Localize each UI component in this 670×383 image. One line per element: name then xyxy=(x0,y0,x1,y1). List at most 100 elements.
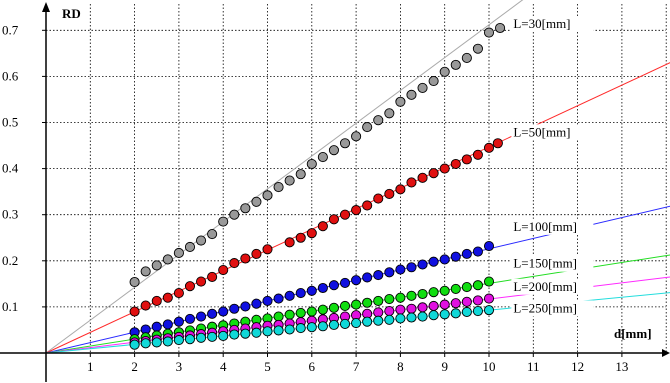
data-point xyxy=(384,188,395,200)
data-point xyxy=(262,295,273,306)
data-point xyxy=(306,158,317,170)
data-point xyxy=(173,316,184,327)
data-point xyxy=(461,248,472,259)
data-point xyxy=(295,288,306,299)
data-point xyxy=(428,287,439,298)
data-point xyxy=(162,319,173,330)
data-point xyxy=(240,203,251,214)
x-axis-arrow xyxy=(662,349,670,357)
y-tick-label: 0.5 xyxy=(2,115,18,130)
x-tick-label: 2 xyxy=(131,359,138,374)
data-point xyxy=(218,264,229,276)
data-point xyxy=(483,276,495,287)
data-point xyxy=(218,216,229,227)
data-point xyxy=(162,254,173,265)
data-point xyxy=(306,322,317,333)
data-point xyxy=(339,277,351,288)
series-label: L=50[mm] xyxy=(513,124,570,139)
data-point xyxy=(417,288,428,300)
data-point xyxy=(284,237,295,248)
x-tick-label: 7 xyxy=(353,359,360,374)
series-label-bg xyxy=(511,15,594,32)
data-point xyxy=(184,334,196,345)
y-tick-label: 0.3 xyxy=(2,207,18,222)
fit-line xyxy=(45,0,524,354)
data-point xyxy=(140,338,151,349)
data-point xyxy=(306,228,317,239)
x-tick-label: 11 xyxy=(527,359,540,374)
data-point xyxy=(417,311,428,322)
data-point xyxy=(439,163,450,174)
data-point xyxy=(483,305,495,316)
data-point xyxy=(461,52,472,64)
data-point xyxy=(284,309,295,320)
data-point xyxy=(450,308,461,319)
data-point xyxy=(317,221,328,232)
data-point xyxy=(195,276,207,287)
data-point xyxy=(428,256,439,267)
data-point xyxy=(207,331,218,342)
data-point xyxy=(273,293,284,304)
x-tick-label: 13 xyxy=(615,359,628,374)
x-tick-label: 5 xyxy=(264,359,271,374)
data-point xyxy=(284,175,295,186)
data-point xyxy=(417,82,428,93)
data-point xyxy=(251,248,262,259)
data-point xyxy=(173,288,184,299)
data-point xyxy=(461,296,472,307)
data-point xyxy=(207,308,218,319)
data-point xyxy=(317,321,328,332)
data-point xyxy=(273,311,284,322)
data-point xyxy=(295,232,306,243)
data-point xyxy=(140,266,151,277)
data-point xyxy=(373,193,384,204)
data-point xyxy=(395,313,406,324)
data-point xyxy=(240,328,251,339)
data-point xyxy=(262,326,273,337)
data-point xyxy=(295,307,306,318)
y-tick-label: 0.1 xyxy=(2,299,18,314)
data-point xyxy=(229,258,240,269)
data-point xyxy=(306,285,317,296)
series-label: L=200[mm] xyxy=(513,279,577,294)
data-point xyxy=(439,66,450,77)
y-tick-label: 0.7 xyxy=(2,22,19,37)
data-point xyxy=(184,241,196,253)
data-point xyxy=(428,300,439,312)
data-point xyxy=(472,295,483,306)
y-tick-label: 0.4 xyxy=(2,161,19,176)
data-point xyxy=(273,325,284,336)
data-point xyxy=(218,306,229,317)
data-point xyxy=(483,293,495,304)
data-point xyxy=(129,339,140,350)
data-point xyxy=(495,22,506,34)
data-point xyxy=(450,59,461,70)
data-point xyxy=(328,319,340,330)
data-point xyxy=(373,270,384,281)
series-label-bg xyxy=(511,278,594,295)
data-point xyxy=(472,305,483,317)
data-point xyxy=(450,251,461,262)
series-label: L=150[mm] xyxy=(513,256,577,271)
data-point xyxy=(362,200,373,211)
data-point xyxy=(317,152,328,163)
data-point xyxy=(251,196,262,207)
data-point xyxy=(384,267,395,278)
data-point xyxy=(373,307,384,318)
data-point xyxy=(428,310,439,321)
data-point xyxy=(395,304,406,315)
data-point xyxy=(240,253,251,264)
x-axis-title: d[mm] xyxy=(614,326,652,341)
data-point xyxy=(472,280,483,291)
data-point xyxy=(406,290,417,301)
data-point xyxy=(162,292,173,303)
x-tick-label: 1 xyxy=(87,359,94,374)
data-point xyxy=(439,285,450,296)
series-label-bg xyxy=(511,124,594,141)
data-point xyxy=(184,281,196,292)
data-point xyxy=(461,282,472,293)
data-point xyxy=(439,299,450,310)
y-axis-arrow xyxy=(42,2,50,12)
